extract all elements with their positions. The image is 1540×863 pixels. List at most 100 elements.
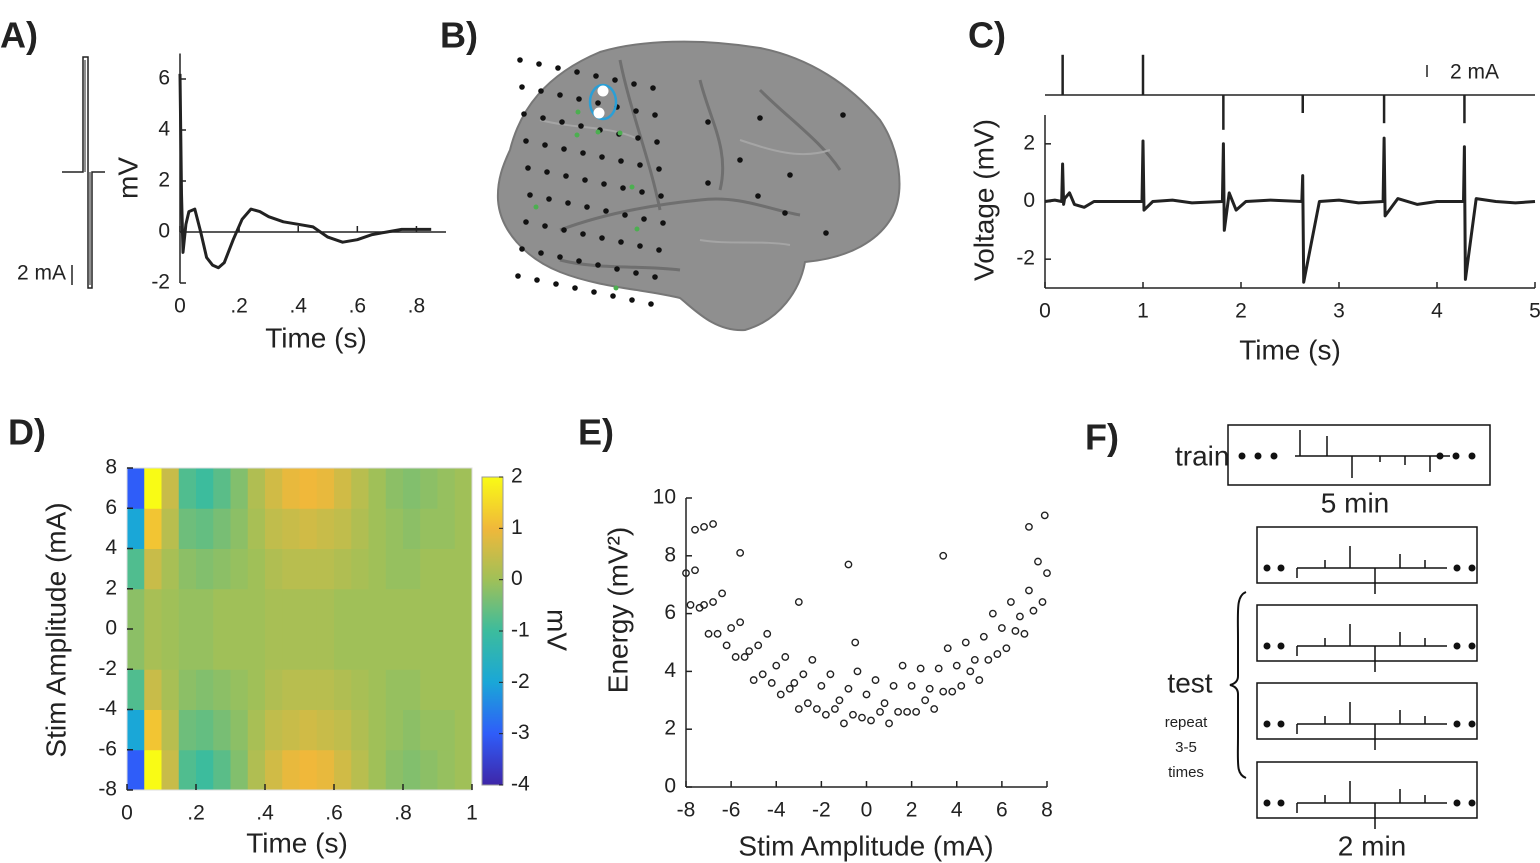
heat-cell — [454, 548, 473, 590]
electrode — [618, 158, 624, 164]
electrode-green — [574, 132, 580, 138]
brain-sulcus — [559, 59, 842, 272]
x-tick-label: 2 — [906, 799, 918, 822]
dot — [1452, 452, 1460, 460]
test-pulses — [1296, 546, 1447, 594]
heat-cell — [178, 588, 197, 630]
point — [745, 647, 754, 656]
heat-cell — [127, 669, 145, 710]
point — [776, 690, 785, 699]
point — [700, 601, 708, 609]
heat-cell — [368, 669, 387, 710]
y-tick-label: 2 — [105, 576, 117, 599]
heat-cell — [420, 468, 438, 509]
electrode — [593, 73, 599, 79]
x-tick-label: .6 — [325, 802, 343, 825]
point — [731, 653, 740, 661]
electrode — [557, 254, 563, 260]
point — [984, 655, 993, 664]
heat-cell — [230, 749, 249, 791]
point — [817, 681, 826, 690]
heat-cell — [351, 749, 369, 791]
heat-cell — [454, 709, 473, 751]
heat-cell — [230, 629, 249, 670]
heat-cell — [334, 629, 352, 670]
electrode — [555, 65, 561, 71]
heat-cell — [265, 629, 283, 670]
y-tick-label: 2 — [1023, 131, 1035, 154]
heat-cell — [127, 709, 145, 751]
heat-cell — [437, 629, 456, 670]
electrode — [538, 250, 544, 256]
point — [1011, 627, 1020, 635]
heat-cell — [247, 749, 266, 791]
heat-cell — [127, 588, 145, 630]
point — [1038, 598, 1047, 606]
line — [1044, 136, 1536, 284]
heat-cell — [282, 548, 300, 590]
point — [709, 598, 717, 606]
heat-cell — [351, 669, 369, 710]
heat-cell — [454, 629, 473, 670]
point — [763, 629, 772, 638]
electrode — [523, 219, 529, 225]
heat-cell — [420, 709, 438, 751]
heat-cell — [144, 749, 162, 791]
heat-cell — [385, 468, 404, 509]
point — [767, 679, 776, 687]
heat-cell — [247, 548, 266, 590]
heat-cell — [178, 468, 197, 509]
point — [939, 551, 948, 560]
heat-cell — [420, 749, 438, 791]
y-tick-label: -8 — [98, 778, 117, 801]
dot — [1277, 564, 1285, 572]
point — [826, 670, 835, 679]
electrode — [635, 135, 641, 141]
point — [1034, 557, 1042, 566]
electrode — [540, 115, 546, 121]
point — [979, 632, 988, 641]
electrode — [612, 77, 618, 83]
x-tick-label: 4 — [951, 799, 963, 822]
heat-cell — [368, 629, 387, 670]
heat-cell — [437, 508, 456, 549]
point — [831, 705, 839, 713]
x-axis-label: Stim Amplitude (mA) — [738, 830, 993, 861]
heat-cell — [316, 709, 335, 751]
heat-cell — [368, 588, 387, 630]
y-axis-label: Energy (mV²) — [602, 527, 633, 693]
colorbar-tick-label: -2 — [511, 670, 530, 693]
x-tick-label: .2 — [187, 802, 205, 825]
heat-cell — [161, 468, 180, 509]
heat-cell — [403, 709, 421, 751]
point — [952, 661, 961, 670]
electrode-green — [533, 204, 539, 210]
point — [821, 710, 830, 719]
heat-cell — [213, 669, 231, 710]
heat-cell — [247, 468, 266, 509]
point — [925, 684, 934, 693]
point — [691, 525, 699, 534]
electrode — [525, 165, 531, 171]
y-tick-label: 6 — [664, 601, 676, 624]
electrode — [654, 139, 660, 145]
x-axis-label: Time (s) — [265, 322, 367, 353]
point — [700, 523, 708, 531]
heat-cell — [265, 749, 283, 791]
heat-cell — [437, 749, 456, 791]
heat-cell — [247, 629, 266, 670]
panel-label: A) — [0, 15, 38, 56]
panel-label: D) — [8, 412, 46, 453]
heat-cell — [230, 508, 249, 549]
panel-label: E) — [578, 412, 614, 453]
panel-label: F) — [1085, 417, 1119, 458]
y-axis-label: Stim Amplitude (mA) — [40, 502, 71, 757]
heat-cell — [385, 508, 404, 549]
y-tick-label: -2 — [151, 271, 170, 294]
point — [876, 707, 884, 716]
electrode — [633, 270, 639, 276]
point — [758, 670, 767, 679]
point — [930, 705, 939, 713]
heat-cell — [368, 468, 387, 509]
heat-cell — [282, 588, 300, 630]
